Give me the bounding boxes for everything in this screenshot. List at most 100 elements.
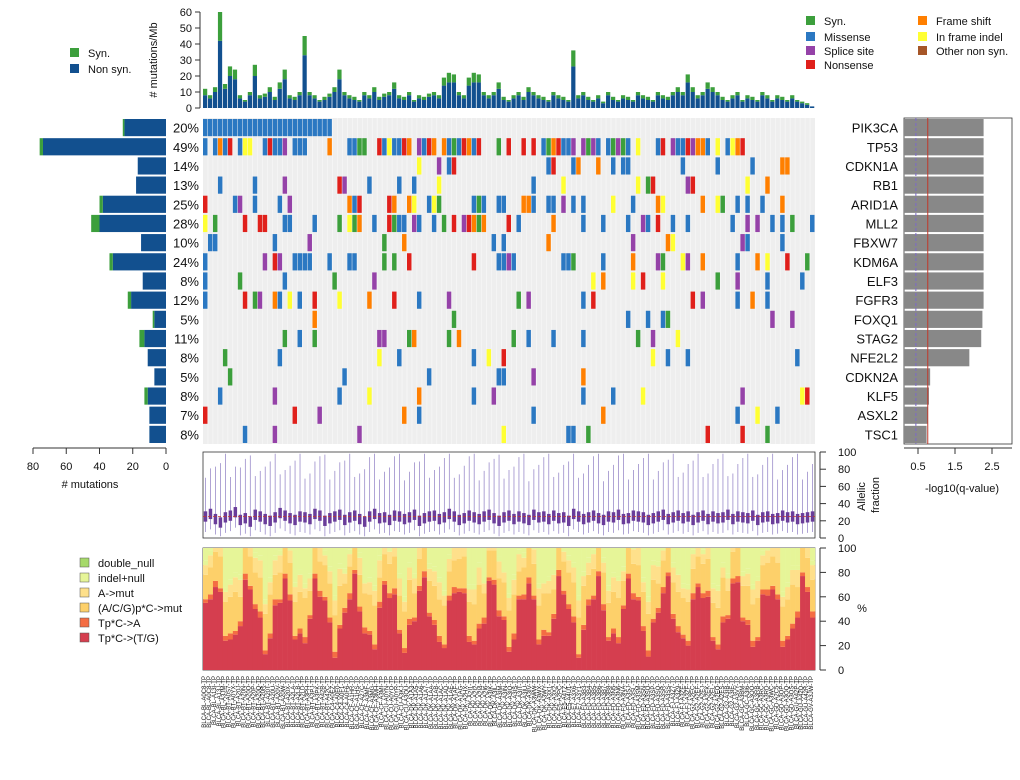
oncoprint-cell-cdkn1a [611, 157, 616, 175]
sample-label: BLCA-GD-A2C5-TP [775, 676, 781, 729]
oncoprint-cell-elf3 [237, 272, 243, 290]
spectrum-segment [655, 548, 662, 562]
spectrum-segment [511, 548, 517, 575]
burden-bar-nonsyn [352, 100, 357, 108]
oncoprint-cell-tp53 [730, 138, 735, 156]
burden-bar-syn [486, 95, 491, 99]
spectrum-segment [372, 585, 378, 591]
qvalue-tick-label: 0.5 [910, 461, 925, 473]
allelic-y-label-line1: Allelic [856, 482, 868, 511]
spectrum-segment [476, 567, 482, 585]
oncoprint-cell-cdkn1a [780, 157, 785, 175]
legend-swatch-syn-type [806, 16, 815, 25]
burden-bar-nonsyn [770, 101, 775, 108]
spectrum-segment [790, 584, 796, 624]
spectrum-legend-label: Tp*C->A [98, 618, 141, 630]
sample-label: BLCA-DK-A3WY-TP [543, 676, 549, 730]
allelic-median-mark [800, 513, 805, 524]
burden-bar-syn [227, 66, 233, 76]
spectrum-segment [227, 639, 234, 670]
gene-count-tick-label: 20 [127, 461, 139, 473]
spectrum-segment [207, 567, 214, 595]
sample-label: BLCA-DK-A1AE-TP [449, 676, 455, 729]
spectrum-segment [416, 558, 423, 586]
spectrum-segment [740, 576, 746, 586]
sample-label: BLCA-C4-A0F1-TP [340, 676, 346, 727]
spectrum-segment [292, 582, 298, 588]
spectrum-segment [203, 574, 209, 600]
spectrum-segment [611, 591, 617, 629]
sample-label: BLCA-DK-A1AG-TP [459, 676, 465, 730]
allelic-median-mark [591, 510, 596, 521]
spectrum-segment [377, 607, 383, 670]
sample-label: BLCA-BT-A3PJ-TP [311, 676, 317, 727]
burden-bar-nonsyn [207, 98, 213, 108]
burden-bar-nonsyn [521, 100, 526, 108]
allelic-median-mark [213, 513, 218, 525]
burden-bar-syn [685, 74, 690, 83]
spectrum-segment [237, 621, 244, 627]
spectrum-segment [705, 558, 711, 591]
oncoprint-cell-fgfr3 [416, 291, 422, 309]
oncoprint-cell-fgfr3 [735, 291, 740, 309]
spectrum-segment [760, 565, 766, 590]
spectrum-legend-label: Tp*C->(T/G) [98, 633, 159, 645]
oncoprint-cell-fgfr3 [252, 291, 258, 309]
qvalue-bar-nfe2l2 [904, 349, 970, 367]
spectrum-segment [715, 585, 721, 591]
spectrum-segment [571, 616, 577, 623]
spectrum-legend: double_nullindel+nullA->mut(A/C/G)p*C->m… [79, 557, 182, 645]
allelic-median-mark [422, 513, 427, 524]
burden-bar-syn [551, 92, 556, 96]
spectrum-segment [625, 573, 632, 579]
spectrum-segment [795, 611, 801, 618]
sample-label: BLCA-FD-A3SQ-TP [656, 676, 662, 729]
spectrum-segment [561, 548, 567, 552]
spectrum-segment [740, 571, 746, 577]
spectrum-segment [536, 583, 542, 589]
oncoprint-cell-cdkn2a [426, 368, 432, 386]
burden-bar-nonsyn [665, 100, 670, 108]
oncoprint-cell-tp53 [606, 138, 611, 156]
oncoprint-cell-tp53 [586, 138, 591, 156]
oncoprint-cell-mll2 [461, 214, 467, 233]
oncoprint-cell-cdkn2a [227, 368, 233, 386]
spectrum-segment [302, 643, 308, 670]
spectrum-segment [426, 548, 433, 564]
sample-label: BLCA-BT-A20R-TP [261, 676, 267, 728]
oncoprint-cell-cdkn1a [416, 157, 422, 175]
oncoprint-cell-mll2 [387, 214, 392, 233]
spectrum-segment [332, 657, 338, 670]
spectrum-segment [297, 628, 303, 634]
spectrum-segment [426, 568, 433, 581]
spectrum-segment [640, 548, 647, 578]
oncoprint-cell-tp53 [421, 138, 427, 156]
oncoprint-cell-mll2 [755, 214, 760, 233]
spectrum-segment [426, 616, 433, 670]
spectrum-segment [785, 548, 791, 583]
oncoprint-cell-rb1 [531, 176, 536, 194]
allelic-median-mark [681, 513, 685, 524]
spectrum-segment [620, 609, 627, 670]
oncoprint-cell-kdm6a [392, 253, 397, 271]
allelic-median-mark [338, 509, 342, 520]
oncoprint-cell-tp53 [655, 138, 661, 156]
sample-label: BLCA-GC-A3RB-TP [755, 676, 761, 730]
qvalue-bar-pik3ca [904, 119, 984, 137]
oncoprint-cell-klf5 [416, 387, 422, 405]
burden-bar-syn [635, 92, 641, 96]
burden-bar-nonsyn [332, 92, 337, 108]
gene-count-syn-fgfr3 [127, 291, 132, 309]
qvalue-bar-foxq1 [904, 310, 983, 328]
burden-bar-syn [282, 69, 287, 80]
burden-bar-syn [252, 64, 257, 76]
oncoprint-cell-mll2 [242, 214, 248, 233]
burden-bar-syn [615, 100, 621, 102]
oncoprint-cell-asxl2 [416, 406, 422, 424]
sample-label: BLCA-BT-A20U-TP [271, 676, 277, 728]
spectrum-tick-label: 60 [838, 592, 850, 604]
allelic-median-mark [631, 510, 636, 521]
spectrum-segment [481, 593, 487, 618]
burden-bar-syn [700, 92, 705, 96]
spectrum-segment [601, 557, 607, 563]
